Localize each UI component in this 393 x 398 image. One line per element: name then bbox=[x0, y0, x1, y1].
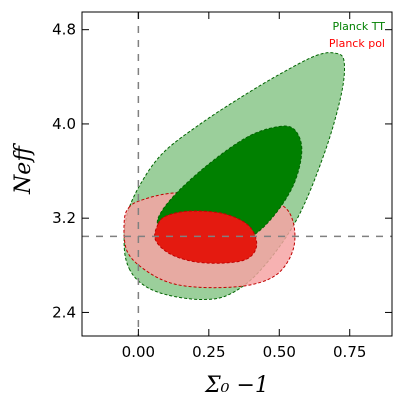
x-axis-label: Σ₀ −1 bbox=[204, 373, 269, 398]
y-axis: 2.4 3.2 4.0 4.8 bbox=[52, 21, 392, 321]
reference-lines bbox=[82, 12, 392, 336]
y-tick-label-1: 3.2 bbox=[52, 209, 76, 227]
y-tick-label-2: 4.0 bbox=[52, 115, 76, 133]
axis-labels: Σ₀ −1 Neff bbox=[11, 143, 269, 398]
x-tick-label-3: 0.75 bbox=[333, 343, 366, 361]
series-pol-68 bbox=[154, 210, 258, 264]
y-tick-label-3: 4.8 bbox=[52, 21, 76, 39]
planck-pol-68-contour bbox=[154, 210, 258, 264]
x-tick-label-0: 0.00 bbox=[122, 343, 155, 361]
plot-frame bbox=[81, 11, 393, 337]
plot-area bbox=[82, 12, 392, 336]
legend: Planck TT Planck pol bbox=[329, 20, 385, 50]
legend-entry-planck-tt: Planck TT bbox=[332, 20, 385, 33]
x-axis: 0.00 0.25 0.50 0.75 bbox=[122, 12, 366, 361]
y-axis-label: Neff bbox=[11, 143, 36, 195]
x-tick-label-1: 0.25 bbox=[192, 343, 225, 361]
x-tick-label-2: 0.50 bbox=[263, 343, 296, 361]
legend-entry-planck-pol: Planck pol bbox=[329, 37, 385, 50]
y-tick-label-0: 2.4 bbox=[52, 303, 76, 321]
